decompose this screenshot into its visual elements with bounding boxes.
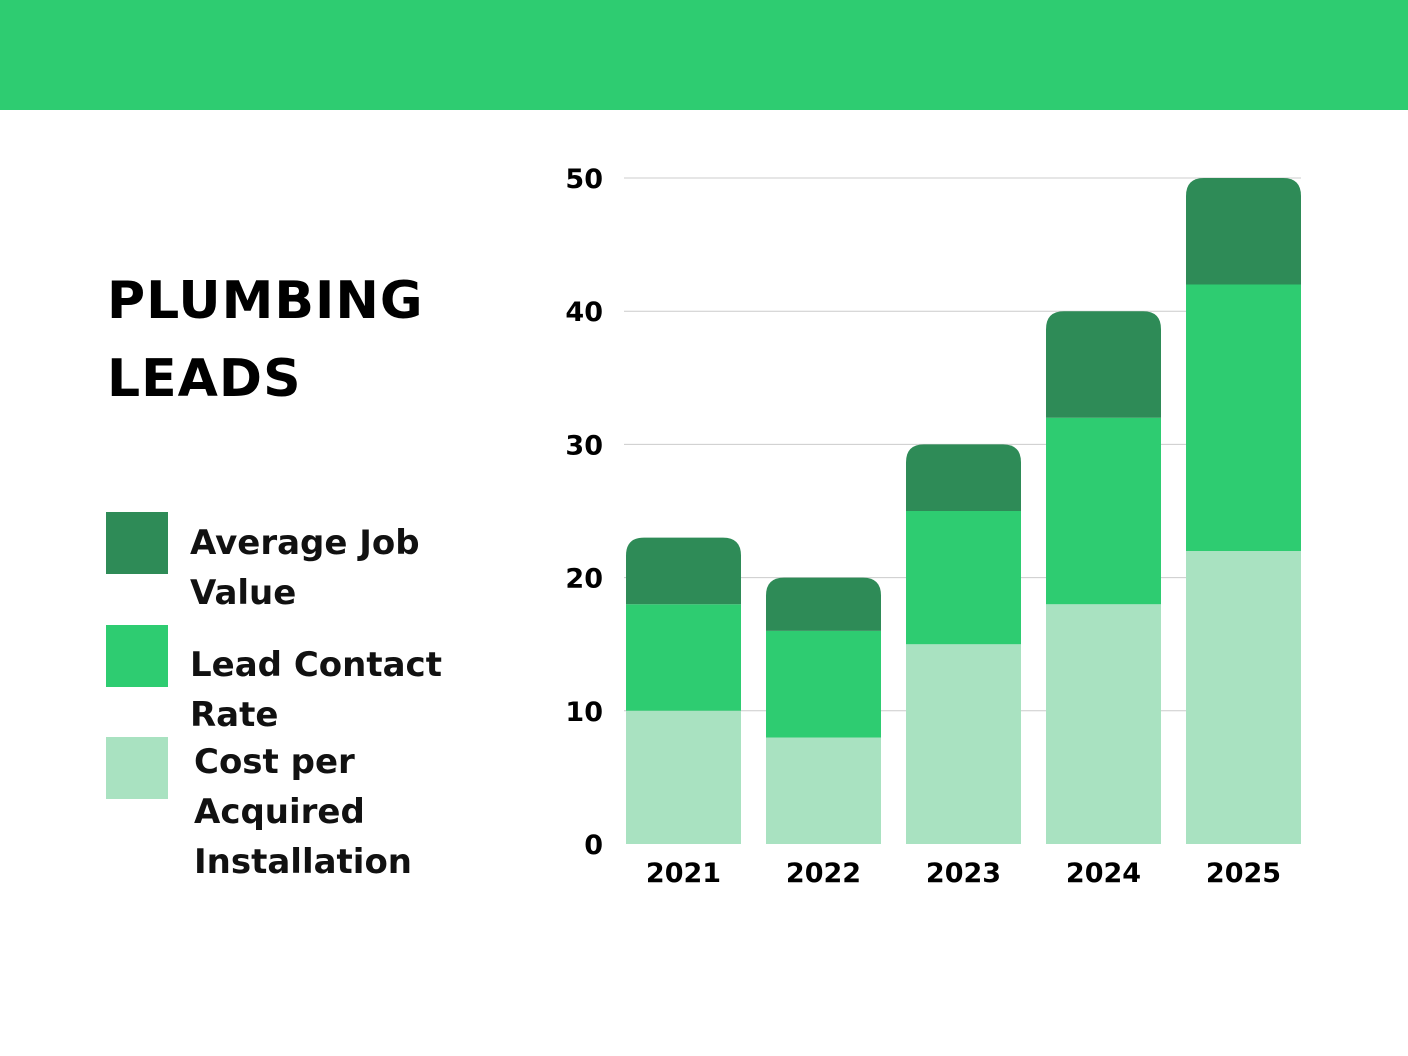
y-tick-label: 0 bbox=[584, 830, 603, 861]
x-tick-label: 2021 bbox=[646, 858, 721, 889]
legend-swatch bbox=[106, 625, 168, 687]
legend-label: Cost per Acquired Installation bbox=[194, 742, 413, 882]
legend-item-lead-contact-rate: Lead Contact Rate bbox=[106, 625, 530, 740]
bar-segment-lead-contact-rate bbox=[906, 511, 1021, 645]
legend-label: Lead Contact Rate bbox=[190, 645, 442, 735]
bar-segment-lead-contact-rate bbox=[626, 604, 741, 711]
legend-item-average-job-value: Average Job Value bbox=[106, 512, 530, 618]
y-tick-label: 40 bbox=[565, 297, 603, 328]
bar-segment-cost-per-acquired-installation bbox=[1186, 550, 1301, 844]
x-tick-label: 2022 bbox=[786, 858, 861, 889]
bar-segment-average-job-value bbox=[1186, 178, 1301, 285]
x-tick-label: 2025 bbox=[1206, 858, 1281, 889]
bar-segment-average-job-value bbox=[766, 577, 881, 631]
legend-label: Average Job Value bbox=[190, 523, 420, 613]
bar-segment-cost-per-acquired-installation bbox=[1046, 604, 1161, 844]
bar-segment-average-job-value bbox=[626, 537, 741, 605]
x-tick-label: 2023 bbox=[926, 858, 1001, 889]
bar-segment-cost-per-acquired-installation bbox=[626, 710, 741, 844]
x-tick-label: 2024 bbox=[1066, 858, 1141, 889]
bar-segment-cost-per-acquired-installation bbox=[766, 737, 881, 844]
bar-segment-cost-per-acquired-installation bbox=[906, 644, 1021, 844]
header-bar bbox=[0, 0, 1408, 110]
y-tick-label: 20 bbox=[565, 564, 603, 595]
legend-swatch bbox=[106, 737, 168, 799]
bar-segment-average-job-value bbox=[906, 444, 1021, 511]
y-tick-label: 50 bbox=[565, 164, 603, 195]
bar-segment-average-job-value bbox=[1046, 311, 1161, 418]
legend-item-cost-per-acquired-installation: Cost per Acquired Installation bbox=[106, 737, 524, 887]
y-tick-label: 10 bbox=[565, 697, 603, 728]
chart-title: PLUMBING LEADS bbox=[107, 271, 424, 409]
bar-segment-lead-contact-rate bbox=[766, 630, 881, 738]
bar-segment-lead-contact-rate bbox=[1186, 284, 1301, 551]
legend-swatch bbox=[106, 512, 168, 574]
y-tick-label: 30 bbox=[565, 430, 603, 461]
bar-segment-lead-contact-rate bbox=[1046, 417, 1161, 605]
